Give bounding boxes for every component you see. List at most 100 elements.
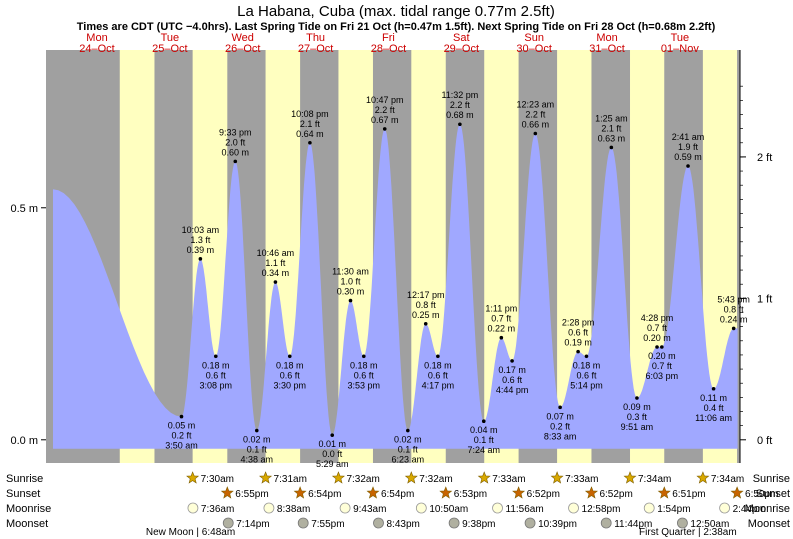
high-tide-feet: 2.1 ft	[300, 119, 321, 129]
high-tide-time: 12:23 am	[517, 100, 555, 110]
low-tide-time: 3:08 pm	[200, 380, 233, 390]
high-tide-time: 12:17 pm	[407, 290, 445, 300]
sunrise-icon	[477, 471, 491, 484]
low-tide-feet: 0.2 ft	[550, 421, 571, 431]
low-tide-meters: 0.18 m	[573, 360, 601, 370]
moonset-time: 11:44pm	[614, 519, 652, 530]
low-tide-time: 6:03 pm	[646, 371, 679, 381]
low-tide-time: 4:44 pm	[496, 385, 529, 395]
low-tide-time: 7:24 am	[468, 445, 501, 455]
high-tide-feet: 2.2 ft	[450, 100, 471, 110]
high-tide-feet: 1.9 ft	[678, 142, 699, 152]
high-tide-point	[609, 145, 614, 150]
moonrise-time: 7:36am	[201, 504, 234, 515]
low-tide-time: 3:50 am	[165, 441, 198, 451]
left-axis-label: 0.5 m	[10, 203, 38, 215]
high-tide-point	[382, 127, 387, 131]
low-tide-point	[287, 354, 292, 359]
moonrise-time: 8:38am	[277, 504, 310, 515]
moonset-row-label-left: Moonset	[6, 518, 48, 530]
sunset-time: 6:55pm	[235, 489, 268, 500]
low-tide-time: 4:38 am	[241, 455, 274, 465]
moonrise-row-label-right: Moonrise	[745, 503, 790, 515]
high-tide-point	[576, 349, 580, 354]
high-tide-point	[655, 345, 659, 349]
date-label: 25–Oct	[152, 43, 187, 55]
high-tide-feet: 0.7 ft	[491, 314, 512, 324]
low-tide-meters: 0.07 m	[546, 411, 574, 421]
sunrise-time: 7:31am	[274, 474, 307, 485]
low-tide-time: 5:29 am	[316, 459, 349, 469]
moon-phase-label: First Quarter | 2:38am	[639, 527, 737, 538]
left-axis-label: 0.0 m	[10, 435, 38, 447]
low-tide-time: 9:51 am	[621, 422, 654, 432]
high-tide-time: 1:25 am	[595, 113, 628, 123]
sunrise-time: 7:33am	[492, 474, 525, 485]
axes: 0.0 m 0.5 m 0 ft 1 ft 2 ft	[10, 50, 772, 463]
moonset-icon	[600, 517, 612, 529]
high-tide-meters: 0.39 m	[187, 245, 215, 255]
moonset-time: 10:39pm	[538, 519, 577, 530]
date-label: 29–Oct	[444, 43, 479, 55]
low-tide-time: 5:14 pm	[570, 380, 603, 390]
moonrise-time: 9:43am	[353, 504, 386, 515]
high-tide-feet: 2.2 ft	[375, 105, 396, 115]
day-of-week-label: Fri	[382, 32, 395, 44]
moonrise-time: 12:58pm	[582, 504, 621, 515]
sunset-time: 6:54pm	[381, 489, 414, 500]
low-tide-meters: 0.18 m	[202, 360, 230, 370]
high-tide-time: 10:03 am	[182, 225, 220, 235]
high-tide-meters: 0.20 m	[643, 333, 671, 343]
high-tide-feet: 1.1 ft	[265, 258, 286, 268]
high-tide-feet: 0.7 ft	[647, 323, 668, 333]
moonrise-icon	[263, 502, 275, 514]
sunset-time: 6:51pm	[672, 489, 705, 500]
date-label: 30–Oct	[516, 43, 551, 55]
low-tide-time: 4:17 pm	[422, 380, 455, 390]
right-axis-label: 1 ft	[757, 293, 772, 305]
day-of-week-label: Mon	[596, 32, 617, 44]
high-tide-feet: 2.1 ft	[601, 123, 622, 133]
low-tide-point	[254, 428, 259, 433]
high-tide-feet: 2.2 ft	[525, 110, 546, 120]
day-of-week-label: Wed	[232, 32, 254, 44]
date-label: 24–Oct	[79, 43, 114, 55]
moonrise-icon	[719, 502, 731, 514]
low-tide-feet: 0.6 ft	[428, 370, 449, 380]
low-tide-point	[179, 414, 184, 419]
high-tide-point	[533, 131, 538, 136]
moonset-icon	[373, 517, 384, 529]
chart-subtitle: Times are CDT (UTC −4.0hrs). Last Spring…	[77, 21, 716, 33]
high-tide-feet: 0.8 ft	[724, 304, 745, 314]
moonrise-time: 10:50am	[429, 504, 468, 515]
high-tide-point	[686, 164, 690, 168]
high-tide-meters: 0.59 m	[674, 152, 702, 162]
moonrise-row-label-left: Moonrise	[6, 503, 51, 515]
moonrise-icon	[415, 502, 427, 514]
low-tide-meters: 0.02 m	[243, 435, 271, 445]
date-label: 01–Nov	[661, 43, 699, 55]
high-tide-meters: 0.22 m	[488, 324, 516, 334]
low-tide-point	[481, 419, 486, 424]
date-label: 26–Oct	[225, 43, 260, 55]
high-tide-meters: 0.24 m	[720, 314, 748, 324]
high-tide-meters: 0.19 m	[564, 338, 592, 348]
moonset-row-label-right: Moonset	[748, 518, 790, 530]
sunrise-icon	[404, 471, 418, 484]
moonrise-time: 11:56am	[506, 504, 544, 515]
sunset-time: 6:50pm	[745, 489, 778, 500]
high-tide-meters: 0.67 m	[371, 115, 399, 125]
moonset-icon	[677, 517, 688, 529]
high-tide-point	[423, 321, 428, 326]
high-tide-time: 5:43 pm	[717, 294, 750, 304]
moonset-icon	[524, 517, 536, 529]
low-tide-point	[584, 354, 589, 359]
sunset-icon	[657, 486, 671, 499]
sunrise-time: 7:32am	[346, 474, 379, 485]
moonrise-icon	[568, 502, 579, 514]
low-tide-point	[660, 345, 664, 349]
high-tide-point	[308, 141, 312, 145]
moonrise-icon	[187, 502, 199, 514]
sunset-icon	[366, 486, 380, 499]
